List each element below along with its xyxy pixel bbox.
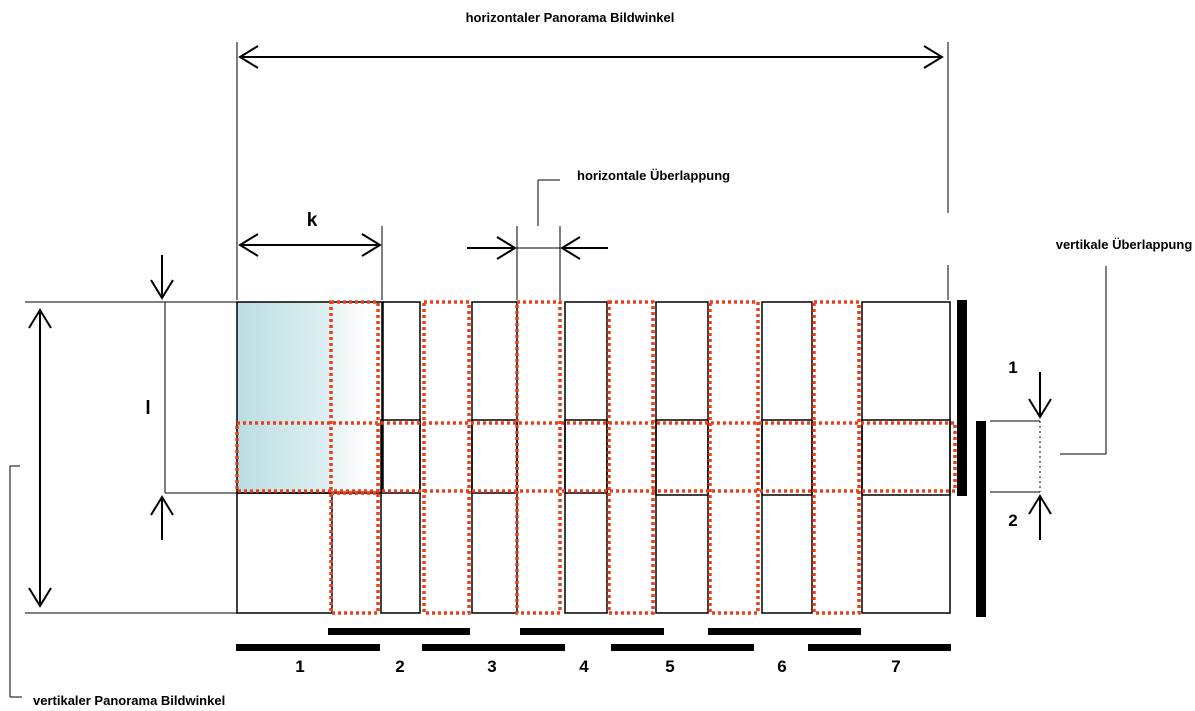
column-number-7: 7 [891,657,900,676]
horizontal-overlap-label: horizontale Überlappung [577,168,730,183]
column-number-3: 3 [487,657,496,676]
column-number-1: 1 [295,657,304,676]
horizontal-angle-label: horizontaler Panorama Bildwinkel [466,10,675,25]
vertical-overlap-label: vertikale Überlappung [1056,237,1193,252]
vertical-angle-label: vertikaler Panorama Bildwinkel [33,693,225,708]
vertical-overlap-indicator [990,266,1106,540]
column-number-4: 4 [579,657,589,676]
l-arrow [151,255,237,540]
vertical-angle-bracket [10,466,22,697]
l-label: l [145,398,150,419]
vertical-angle-arrow [25,302,237,613]
row-1-bar [957,300,967,496]
horizontal-overlap-indicator [467,180,608,300]
row-1-number: 1 [1008,358,1017,377]
column-number-2: 2 [395,657,404,676]
column-number-6: 6 [777,657,786,676]
row-2-bar [976,421,986,617]
column-number-5: 5 [665,657,674,676]
k-arrow [240,226,382,300]
column-bars [236,628,951,651]
highlighted-frame [237,302,383,493]
k-label: k [307,210,318,231]
row-2-number: 2 [1008,511,1017,530]
